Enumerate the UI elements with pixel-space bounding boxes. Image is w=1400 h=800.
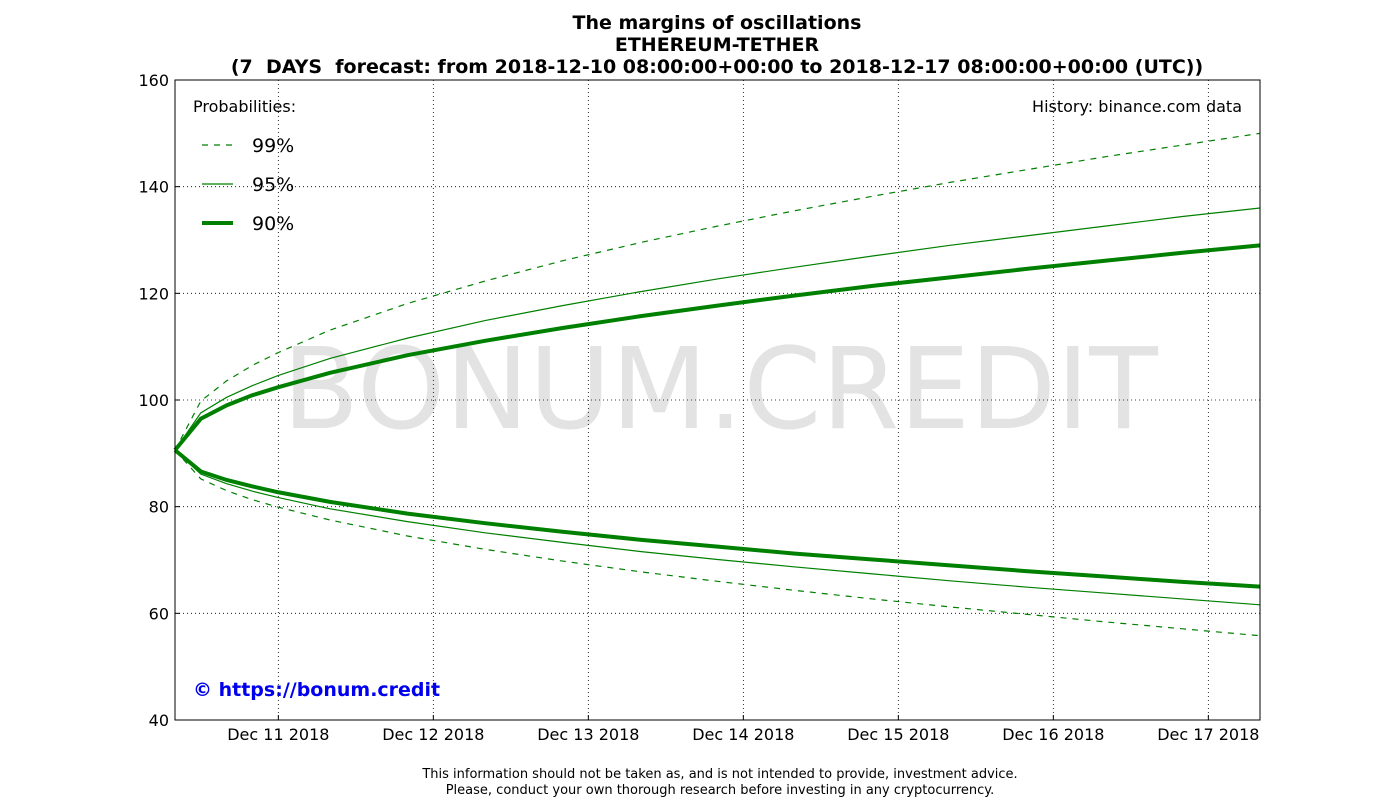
band-line [173, 243, 1261, 452]
disclaimer: Please, conduct your own thorough resear… [446, 783, 995, 798]
x-tick-label: Dec 11 2018 [227, 725, 329, 744]
legend-title: Probabilities: [193, 97, 296, 116]
x-tick-label: Dec 17 2018 [1157, 725, 1259, 744]
band-line [174, 132, 1261, 451]
disclaimer: This information should not be taken as,… [421, 767, 1017, 782]
x-tick-label: Dec 14 2018 [692, 725, 794, 744]
chart-title: (7 DAYS forecast: from 2018-12-10 08:00:… [231, 56, 1203, 78]
x-tick-label: Dec 15 2018 [847, 725, 949, 744]
y-tick-label: 60 [149, 604, 169, 623]
y-tick-label: 100 [138, 391, 169, 410]
band-line [174, 207, 1261, 451]
chart-title: ETHEREUM-TETHER [615, 34, 820, 56]
y-tick-label: 120 [138, 284, 169, 303]
source-note: History: binance.com data [1032, 97, 1242, 116]
x-tick-label: Dec 13 2018 [537, 725, 639, 744]
band-line [173, 448, 1261, 589]
x-tick-label: Dec 12 2018 [382, 725, 484, 744]
y-tick-label: 80 [149, 498, 169, 517]
link[interactable]: © https://bonum.credit [193, 679, 440, 701]
band-line [174, 449, 1261, 606]
watermark: BONUM.CREDIT [282, 325, 1158, 455]
legend-label: 95% [252, 174, 294, 196]
chart-title: The margins of oscillations [573, 12, 862, 34]
legend-label: 90% [252, 213, 294, 235]
band-line [174, 449, 1261, 637]
x-tick-label: Dec 16 2018 [1002, 725, 1104, 744]
y-tick-label: 140 [138, 178, 169, 197]
legend-label: 99% [252, 135, 294, 157]
y-tick-label: 160 [138, 71, 169, 90]
y-tick-label: 40 [149, 711, 169, 730]
